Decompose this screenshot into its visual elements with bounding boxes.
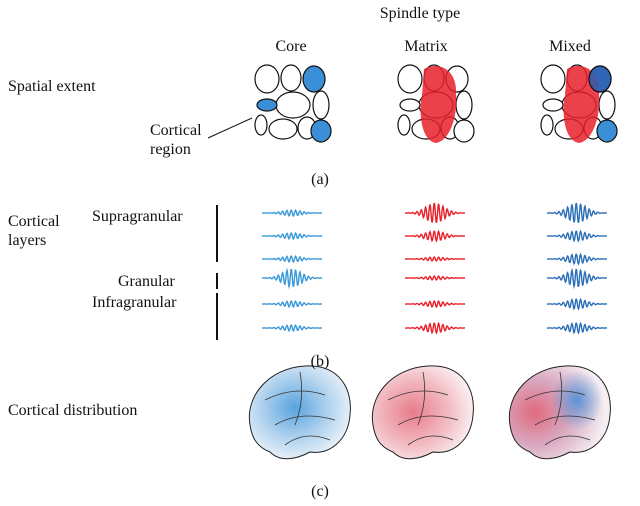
- spindle-wave: [547, 254, 607, 264]
- caption: (c): [311, 482, 329, 501]
- cortical-region: [400, 99, 420, 111]
- brain: [372, 366, 473, 459]
- spindle-wave: [262, 210, 322, 216]
- title: Spindle type: [380, 4, 460, 23]
- cortical-region: [589, 66, 611, 92]
- layer-label: Supragranular: [92, 207, 183, 226]
- caption: (b): [311, 352, 330, 371]
- spindle-wave: [547, 204, 607, 223]
- cortical-region: [541, 115, 553, 135]
- cortical-region: [454, 120, 474, 142]
- spindle-wave: [405, 204, 465, 223]
- row-label: Cortical layers: [8, 212, 78, 250]
- column-label: Mixed: [549, 37, 591, 56]
- caption: (a): [311, 170, 329, 189]
- spindle-wave: [262, 325, 322, 331]
- spindle-wave: [547, 299, 607, 309]
- spindle-wave: [405, 231, 465, 241]
- cortical-region: [543, 99, 563, 111]
- cortical-region: [541, 65, 565, 93]
- cortical-region: [456, 91, 472, 119]
- brain-overlay: [551, 370, 603, 430]
- spindle-wave: [405, 276, 465, 280]
- cortical-region: [597, 120, 617, 142]
- cortical-region: [398, 65, 422, 93]
- spindle-wave: [262, 233, 322, 239]
- figure: Spindle type Core Matrix Mixed Spatial e…: [0, 0, 640, 506]
- spindle-wave: [262, 256, 322, 262]
- row-label: Spatial extent: [8, 77, 96, 96]
- spindle-wave: [405, 257, 465, 261]
- spindle-wave: [262, 301, 322, 307]
- cortical-region: [257, 99, 277, 111]
- annotation: Cortical region: [150, 121, 232, 159]
- spindle-wave: [547, 231, 607, 241]
- cortical-region: [281, 65, 301, 91]
- cortical-region: [313, 91, 329, 119]
- cortical-region: [303, 66, 325, 92]
- cortical-region: [269, 119, 297, 139]
- column-label: Matrix: [404, 37, 448, 56]
- layer-label: Infragranular: [92, 293, 176, 312]
- row-label: Cortical distribution: [8, 401, 137, 420]
- spindle-wave: [405, 301, 465, 307]
- spindle-wave: [405, 323, 465, 333]
- cortical-region: [255, 65, 279, 93]
- column-label: Core: [275, 37, 306, 56]
- artwork: [0, 0, 640, 506]
- cortical-region: [311, 120, 331, 142]
- cortical-region: [599, 91, 615, 119]
- cortical-region: [276, 92, 310, 118]
- spindle-wave: [262, 270, 322, 287]
- spindle-wave: [547, 323, 607, 333]
- spindle-wave: [547, 270, 607, 287]
- cortical-region: [255, 115, 267, 135]
- cortical-region: [398, 115, 410, 135]
- layer-label: Granular: [118, 272, 175, 291]
- brain: [249, 366, 350, 459]
